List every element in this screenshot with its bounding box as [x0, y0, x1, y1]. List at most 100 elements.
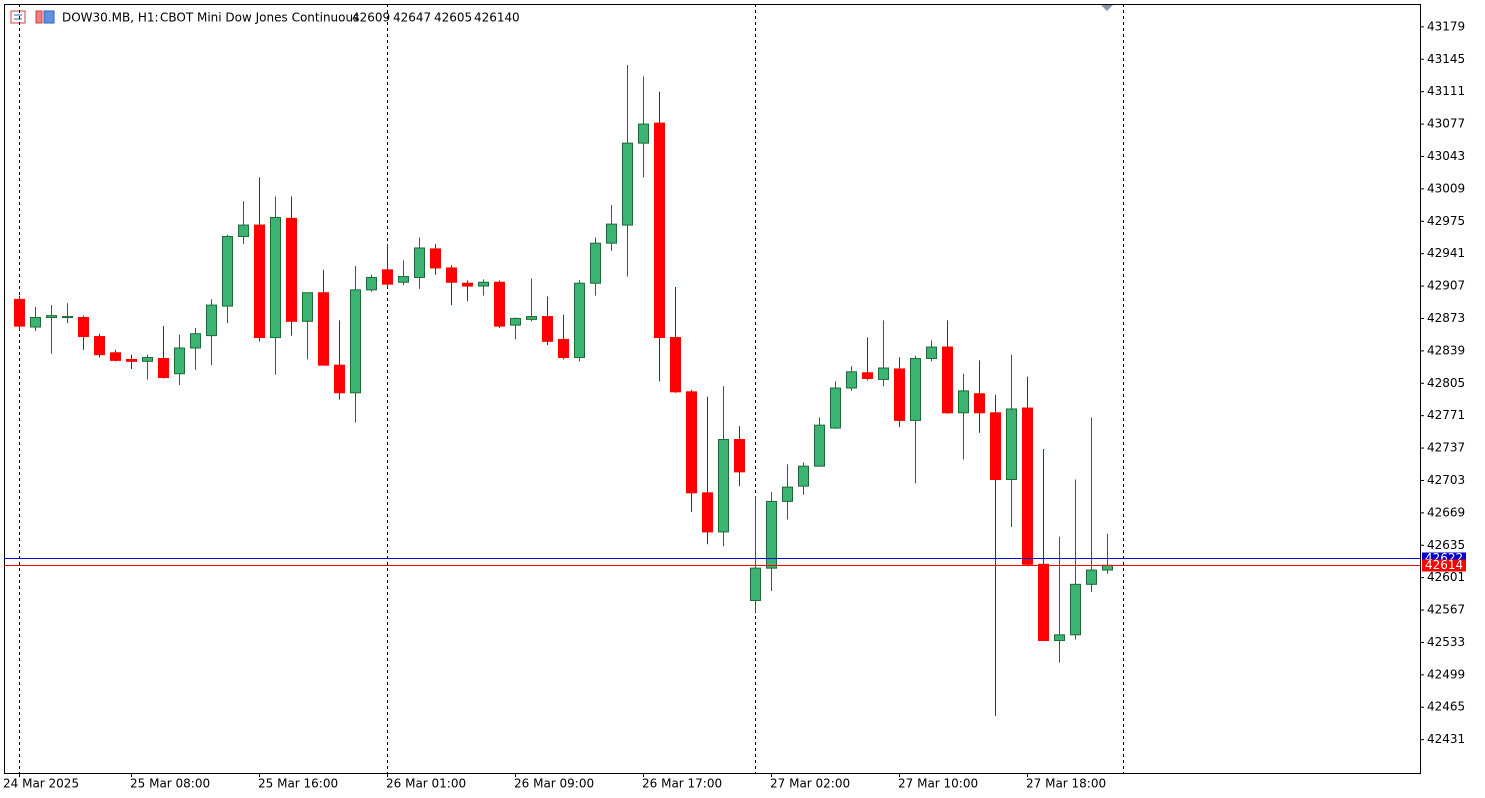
candle-body — [830, 387, 841, 429]
candle-body — [894, 368, 905, 421]
candle-body — [254, 224, 265, 339]
candle-body — [590, 242, 601, 284]
volume: 0 — [512, 11, 520, 25]
y-tick-label: 42635 — [1427, 538, 1465, 552]
candle-body — [910, 357, 921, 421]
candle-body — [318, 292, 329, 366]
candle-body — [766, 500, 777, 569]
candle-body — [1038, 563, 1049, 642]
candle-body — [702, 492, 713, 533]
candle-body — [14, 298, 25, 327]
ohlc-high: 42647 — [393, 11, 431, 25]
x-tick-label: 26 Mar 17:00 — [642, 777, 722, 791]
candle-body — [302, 292, 313, 322]
y-tick-label: 43145 — [1427, 52, 1465, 66]
icon — [10, 10, 26, 24]
candle-body — [382, 269, 393, 285]
candle-body — [878, 367, 889, 380]
candle-body — [1022, 407, 1033, 565]
candle-body — [638, 123, 649, 144]
y-tick-label: 42737 — [1427, 441, 1465, 455]
candle-body — [1070, 583, 1081, 636]
candle-body — [270, 216, 281, 339]
candle-body — [334, 364, 345, 394]
x-tick-label: 25 Mar 08:00 — [130, 777, 210, 791]
candle-body — [654, 122, 665, 339]
candle-body — [366, 276, 377, 291]
candle-body — [1086, 569, 1097, 585]
plot-frame — [4, 4, 1421, 774]
candle-body — [62, 316, 73, 319]
candle-body — [574, 282, 585, 359]
candle-body — [622, 142, 633, 226]
y-tick-label: 43179 — [1427, 19, 1465, 33]
y-tick-label: 42839 — [1427, 343, 1465, 357]
y-tick-label: 43077 — [1427, 117, 1465, 131]
candle-body — [1006, 408, 1017, 481]
ohlc-low: 42605 — [434, 11, 472, 25]
candle-body — [158, 357, 169, 379]
candle-body — [478, 281, 489, 287]
candle-body — [142, 357, 153, 362]
candle-body — [126, 358, 137, 362]
icon — [43, 10, 55, 24]
y-tick-label: 42465 — [1427, 700, 1465, 714]
y-tick-label: 42975 — [1427, 214, 1465, 228]
candle-body — [750, 567, 761, 602]
candle-body — [686, 391, 697, 494]
candle-body — [190, 333, 201, 349]
candle-body — [414, 247, 425, 278]
icon — [35, 10, 43, 24]
candle-body — [430, 248, 441, 269]
y-tick-label: 42533 — [1427, 635, 1465, 649]
candle-body — [926, 346, 937, 359]
header-icons — [10, 10, 55, 24]
ohlc-close: 42614 — [474, 11, 512, 25]
bid-label-bg — [1422, 559, 1466, 572]
description: CBOT Mini Dow Jones Continuous — [160, 11, 359, 25]
candle-body — [94, 336, 105, 356]
x-tick-label: 25 Mar 16:00 — [258, 777, 338, 791]
candle-body — [942, 346, 953, 414]
y-tick-label: 42601 — [1427, 570, 1465, 584]
candle-body — [46, 315, 57, 319]
candle-body — [238, 224, 249, 238]
x-tick-label: 27 Mar 10:00 — [898, 777, 978, 791]
candle-body — [846, 371, 857, 389]
candle-body — [958, 390, 969, 414]
candle-body — [286, 217, 297, 322]
y-tick-label: 42669 — [1427, 505, 1465, 519]
candle-body — [606, 223, 617, 244]
candle-body — [558, 338, 569, 359]
y-tick-label: 43009 — [1427, 181, 1465, 195]
candle-body — [350, 289, 361, 394]
candle-body — [494, 281, 505, 327]
candle-body — [174, 347, 185, 375]
y-tick-label: 42703 — [1427, 473, 1465, 487]
candle-body — [398, 276, 409, 283]
candle-body — [718, 438, 729, 533]
y-tick-label: 42431 — [1427, 732, 1465, 746]
candle-body — [222, 236, 233, 307]
candle-body — [782, 486, 793, 502]
candle-body — [542, 316, 553, 342]
ohlc-open: 42609 — [352, 11, 390, 25]
candle-body — [110, 352, 121, 361]
y-tick-label: 42873 — [1427, 311, 1465, 325]
y-tick-label: 42567 — [1427, 603, 1465, 617]
candle-body — [78, 317, 89, 338]
shift-marker — [1101, 5, 1113, 11]
symbol: DOW30.MB, H1: — [62, 11, 159, 25]
candle-body — [670, 337, 681, 393]
candle-body — [990, 412, 1001, 481]
candle-body — [814, 424, 825, 467]
candle-body — [462, 282, 473, 287]
candle-body — [734, 438, 745, 473]
candle-body — [206, 304, 217, 337]
x-tick-label: 26 Mar 09:00 — [514, 777, 594, 791]
x-tick-label: 24 Mar 2025 — [3, 777, 79, 791]
y-tick-label: 43111 — [1427, 84, 1465, 98]
candle-body — [974, 393, 985, 414]
candle-body — [30, 317, 41, 328]
bid-label: 42614 — [1425, 558, 1463, 572]
